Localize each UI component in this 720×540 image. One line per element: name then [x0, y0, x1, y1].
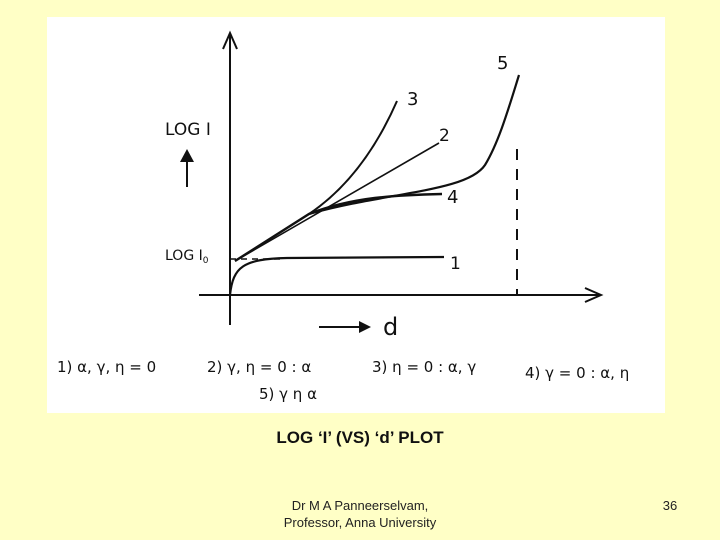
- diagram-panel: LOG I LOG I0 3 5 2 4 1 d 1) α, γ, η = 0 …: [47, 17, 665, 413]
- y-axis-label: LOG I: [165, 120, 211, 140]
- page-number: 36: [662, 498, 678, 513]
- log-i-vs-d-diagram: LOG I LOG I0 3 5 2 4 1 d 1) α, γ, η = 0 …: [57, 30, 629, 403]
- curve-label-1: 1: [450, 254, 461, 274]
- author-affiliation: Professor, Anna University: [283, 515, 437, 530]
- log-i0-subscript: 0: [203, 256, 209, 266]
- curve-label-4: 4: [447, 187, 458, 208]
- slide-caption: LOG ‘I’ (VS) ‘d’ PLOT: [276, 428, 444, 447]
- curve-label-2: 2: [439, 126, 450, 146]
- x-axis-label: d: [383, 313, 398, 341]
- legend-item-2: 2) γ, η = 0 : α: [207, 358, 311, 376]
- curve-label-5: 5: [497, 53, 508, 74]
- curve-2: [234, 142, 440, 262]
- curve-4: [234, 192, 443, 263]
- curve-label-3: 3: [407, 89, 418, 110]
- y-axis-label-arrowhead: [180, 149, 194, 162]
- curve-5: [308, 74, 521, 216]
- legend-item-1: 1) α, γ, η = 0: [57, 358, 156, 376]
- y-axis-arrowhead: [222, 30, 238, 50]
- legend-item-3: 3) η = 0 : α, γ: [372, 358, 476, 376]
- curve-1: [228, 255, 445, 296]
- curve-3: [308, 100, 398, 215]
- author-name: Dr M A Panneerselvam,: [291, 498, 429, 513]
- legend-item-4: 4) γ = 0 : α, η: [525, 364, 629, 382]
- legend-item-5: 5) γ η α: [259, 385, 317, 403]
- log-i0-label: LOG I0: [165, 248, 209, 266]
- author-credit: Dr M A Panneerselvam, Professor, Anna Un…: [230, 497, 490, 531]
- x-axis-label-arrowhead: [359, 321, 371, 333]
- x-axis-arrowhead: [584, 287, 604, 303]
